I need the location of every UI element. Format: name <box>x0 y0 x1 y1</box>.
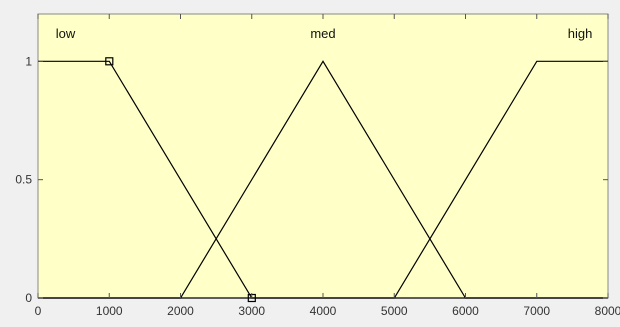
vertex-handle-0[interactable] <box>105 57 114 66</box>
x-tick-label: 5000 <box>381 304 408 318</box>
x-tick-label: 7000 <box>523 304 550 318</box>
x-tick-label: 1000 <box>96 304 123 318</box>
mf-line-high[interactable] <box>38 60 608 299</box>
x-tick-label: 0 <box>35 304 42 318</box>
y-tick-label: 0 <box>25 291 32 305</box>
x-tick-label: 3000 <box>238 304 265 318</box>
mf-label-high: high <box>568 26 593 41</box>
mf-label-low: low <box>56 26 76 41</box>
x-tick-label: 8000 <box>595 304 620 318</box>
x-tick-label: 4000 <box>310 304 337 318</box>
y-tick-label: 0.5 <box>15 173 32 187</box>
mf-label-med: med <box>310 26 335 41</box>
x-tick-label: 2000 <box>167 304 194 318</box>
plot-area[interactable] <box>37 13 609 299</box>
mf-line-low[interactable] <box>38 60 608 299</box>
x-tick-label: 6000 <box>452 304 479 318</box>
y-tick-label: 1 <box>25 54 32 68</box>
